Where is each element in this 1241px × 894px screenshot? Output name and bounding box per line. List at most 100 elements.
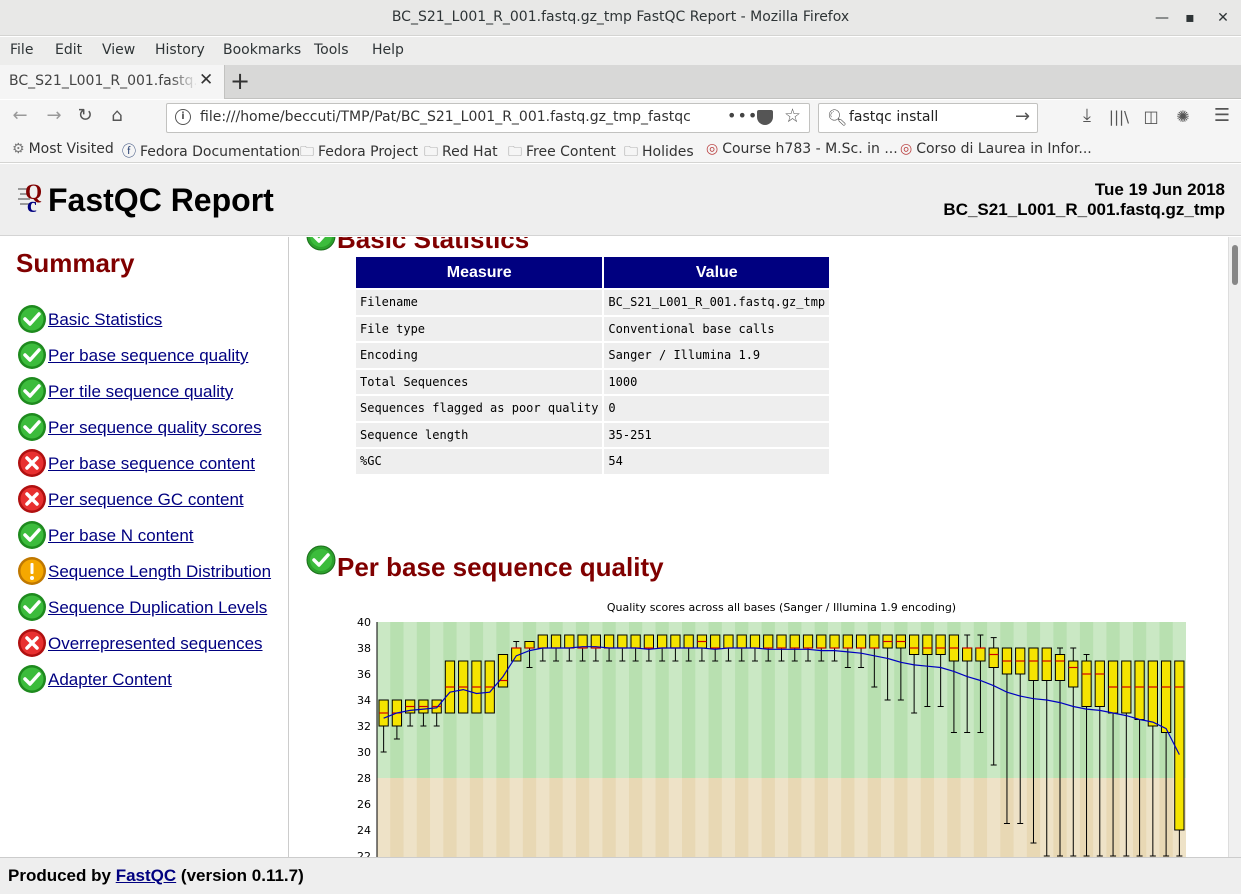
info-icon[interactable]: i	[175, 109, 191, 125]
box	[710, 634, 721, 649]
bookmark-fedora-project[interactable]: 🗀 Fedora Project	[300, 144, 419, 160]
fastqc-link[interactable]: FastQC	[115, 866, 177, 885]
measure-cell: %GC	[356, 449, 603, 474]
value-cell: 54	[604, 449, 830, 474]
menu-help[interactable]: Help	[372, 42, 404, 58]
bookmark-corso[interactable]: ◎ Corso di Laurea in Infor...	[900, 141, 1092, 157]
new-tab-icon[interactable]: +	[230, 67, 251, 95]
summary-link[interactable]: Per base sequence content	[48, 454, 255, 473]
box	[908, 634, 920, 655]
search-input[interactable]	[849, 109, 1009, 125]
stripe	[642, 622, 656, 857]
measure-cell: Sequences flagged as poor quality	[356, 396, 603, 421]
menu-tools[interactable]: Tools	[314, 42, 349, 58]
university-seal-icon: ◎	[900, 141, 913, 157]
summary-link[interactable]: Basic Statistics	[48, 310, 163, 329]
summary-link[interactable]: Adapter Content	[48, 670, 172, 689]
menu-history[interactable]: History	[155, 42, 205, 58]
home-icon[interactable]: ⌂	[111, 105, 123, 126]
box	[723, 634, 734, 649]
stripe	[854, 622, 868, 857]
bookmark-holides[interactable]: 🗀 Holides	[624, 144, 694, 160]
summary-item[interactable]: Basic Statistics	[17, 304, 289, 334]
university-seal-icon: ◎	[706, 141, 719, 157]
mean-line	[383, 646, 1180, 755]
bookmark-course[interactable]: ◎ Course h783 - M.Sc. in ...	[706, 141, 898, 157]
bookmark-most-visited[interactable]: ⚙ Most Visited	[12, 141, 114, 157]
summary-item[interactable]: Sequence Length Distribution	[17, 556, 289, 586]
summary-link[interactable]: Per sequence quality scores	[48, 418, 262, 437]
bookmark-free-content[interactable]: 🗀 Free Content	[508, 144, 616, 160]
scrollbar[interactable]	[1228, 237, 1241, 857]
y-tick-label: 30	[357, 746, 371, 759]
box	[736, 634, 747, 649]
search-go-icon[interactable]: →	[1015, 106, 1031, 127]
page-actions-icon[interactable]: •••	[727, 106, 759, 125]
back-icon[interactable]: ←	[12, 105, 28, 126]
box	[922, 634, 933, 655]
summary-item[interactable]: Adapter Content	[17, 664, 289, 694]
summary-item[interactable]: Per base sequence quality	[17, 340, 289, 370]
summary-link[interactable]: Per tile sequence quality	[48, 382, 234, 401]
pass-icon	[18, 593, 46, 621]
library-icon[interactable]: |||\	[1108, 108, 1130, 126]
scrollbar-thumb[interactable]	[1232, 245, 1238, 285]
summary-item[interactable]: Overrepresented sequences	[17, 628, 289, 658]
tab-fastqc-report[interactable]: BC_S21_L001_R_001.fastq.gz_tmp FastQC Re…	[0, 65, 225, 99]
box	[564, 634, 575, 649]
summary-link[interactable]: Per base sequence quality	[48, 346, 249, 365]
bookmark-red-hat[interactable]: 🗀 Red Hat	[424, 144, 498, 160]
menu-edit[interactable]: Edit	[55, 42, 83, 58]
bookmark-star-icon[interactable]: ☆	[784, 105, 802, 127]
summary-link[interactable]: Sequence Length Distribution	[48, 562, 272, 581]
summary-link[interactable]: Overrepresented sequences	[48, 634, 263, 653]
search-box[interactable]: 🔍︎ →	[818, 103, 1038, 133]
search-icon: 🔍︎	[827, 108, 848, 127]
box	[603, 634, 615, 649]
summary-item[interactable]: Per base N content	[17, 520, 289, 550]
bookmark-fedora-docs[interactable]: ⓕ Fedora Documentation	[122, 144, 301, 160]
value-cell: Conventional base calls	[604, 316, 830, 341]
stripe	[907, 622, 921, 857]
summary-item[interactable]: Per base sequence content	[17, 448, 289, 478]
menu-file[interactable]: File	[10, 42, 34, 58]
maximize-button[interactable]: ▪	[1185, 10, 1195, 26]
summary-sidebar: Summary Basic Statistics Per base sequenc…	[0, 237, 289, 857]
measure-cell: Total Sequences	[356, 369, 603, 394]
close-tab-icon[interactable]: ✕	[199, 70, 214, 90]
hamburger-menu-icon[interactable]: ☰	[1213, 105, 1231, 126]
forward-icon[interactable]: →	[46, 105, 62, 126]
summary-item[interactable]: Per tile sequence quality	[17, 376, 289, 406]
summary-link[interactable]: Sequence Duplication Levels	[48, 598, 268, 617]
box	[643, 634, 655, 649]
y-tick-label: 26	[357, 798, 371, 811]
svg-text:Q: Q	[25, 179, 42, 204]
summary-link[interactable]: Per base N content	[48, 526, 194, 545]
extension-icon[interactable]: ✺	[1176, 107, 1190, 126]
reload-icon[interactable]: ↻	[77, 105, 93, 126]
url-bar[interactable]: i file:///home/beccuti/TMP/Pat/BC_S21_L0…	[166, 103, 810, 133]
folder-icon: 🗀	[300, 144, 314, 160]
box	[975, 647, 986, 662]
summary-link[interactable]: Per sequence GC content	[48, 490, 244, 509]
box	[869, 634, 880, 649]
url-text[interactable]: file:///home/beccuti/TMP/Pat/BC_S21_L001…	[200, 109, 690, 125]
fail-icon	[18, 629, 46, 657]
summary-item[interactable]: Per sequence quality scores	[17, 412, 289, 442]
table-row: Total Sequences 1000	[356, 369, 830, 394]
sidebar-icon[interactable]: ◫	[1143, 107, 1159, 126]
value-cell: BC_S21_L001_R_001.fastq.gz_tmp	[604, 290, 830, 315]
box	[789, 634, 800, 649]
downloads-icon[interactable]: ⤓	[1083, 105, 1091, 126]
summary-item[interactable]: Sequence Duplication Levels	[17, 592, 289, 622]
stripe	[880, 622, 895, 857]
box	[1147, 660, 1158, 727]
close-window-button[interactable]: ✕	[1217, 10, 1229, 26]
menu-bookmarks[interactable]: Bookmarks	[223, 42, 302, 58]
summary-item[interactable]: Per sequence GC content	[17, 484, 289, 514]
menu-view[interactable]: View	[102, 42, 136, 58]
box	[630, 634, 641, 649]
pocket-icon[interactable]	[757, 110, 773, 125]
y-tick-label: 38	[357, 642, 371, 655]
minimize-button[interactable]: —	[1155, 10, 1169, 26]
